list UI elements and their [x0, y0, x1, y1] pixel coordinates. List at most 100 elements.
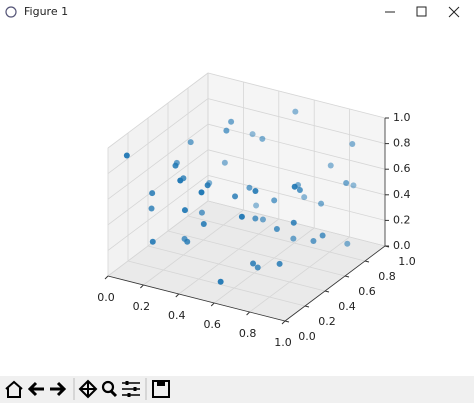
y-tick-label: 1.0: [398, 255, 416, 268]
grid-line: [107, 98, 209, 174]
title-bar: Figure 1: [5, 5, 460, 18]
toolbar-bg: [0, 376, 474, 403]
data-point: [344, 240, 351, 247]
configure-button[interactable]: [122, 382, 140, 396]
data-point: [319, 232, 326, 239]
grid-line: [213, 227, 315, 304]
home-button[interactable]: [5, 380, 23, 398]
data-point: [149, 190, 156, 197]
data-point: [184, 238, 191, 245]
data-point: [273, 225, 280, 232]
grid-line: [207, 175, 386, 221]
tick-mark: [175, 293, 180, 298]
x-tick-label: 0.2: [133, 300, 151, 313]
tick-mark: [364, 260, 370, 263]
data-point: [253, 202, 260, 209]
data-point: [198, 209, 205, 216]
data-point: [271, 197, 278, 204]
grid-line: [249, 236, 350, 313]
z-tick-label: 0.4: [393, 188, 411, 201]
y-tick-label: 0.6: [358, 285, 376, 298]
data-point: [173, 159, 180, 166]
data-point: [217, 278, 224, 285]
plot-area: 0.00.20.40.60.81.0 0.00.20.40.60.81.00.00…: [97, 72, 416, 349]
y-tick-label: 0.8: [378, 270, 396, 283]
grid-line: [107, 200, 209, 277]
data-point: [198, 189, 205, 196]
save-icon-shutter: [157, 381, 165, 386]
tick-mark: [304, 305, 310, 308]
tick-mark: [281, 320, 286, 325]
back-button[interactable]: [27, 381, 44, 397]
app-icon: [5, 6, 17, 18]
tick-mark: [246, 311, 250, 316]
data-point: [181, 207, 188, 214]
y-tick-label: 0.4: [338, 300, 356, 313]
grid-line: [187, 215, 366, 262]
data-point: [252, 215, 259, 222]
data-point: [223, 127, 230, 134]
grid-line: [143, 209, 244, 286]
data-point: [252, 188, 259, 194]
maximize-button[interactable]: [416, 6, 427, 17]
data-point: [291, 183, 298, 190]
data-point: [228, 118, 235, 125]
tick-mark: [284, 320, 290, 323]
grid-line: [178, 218, 280, 295]
y-tick-label: 0.2: [318, 315, 336, 328]
data-point: [238, 213, 245, 220]
grid-line: [107, 149, 209, 226]
grid-line: [107, 72, 209, 149]
grid-line: [207, 123, 386, 170]
y-tick-label: 0.0: [298, 330, 316, 343]
tick-mark: [104, 275, 109, 280]
data-point: [187, 139, 194, 146]
grid-line: [167, 230, 346, 277]
tick-mark: [210, 302, 215, 307]
data-point: [221, 159, 228, 166]
x-tick-label: 1.0: [274, 336, 292, 349]
z-tick-label: 1.0: [393, 111, 411, 124]
data-point: [246, 184, 253, 191]
data-point: [149, 238, 156, 245]
data-point: [177, 177, 184, 184]
data-point: [343, 180, 350, 187]
data-point: [259, 216, 266, 223]
z-tick-label: 0.2: [393, 213, 411, 226]
data-point: [350, 182, 357, 189]
data-point: [290, 219, 297, 226]
grid-line: [147, 245, 326, 292]
data-point: [232, 193, 239, 200]
data-point: [276, 260, 283, 267]
zoom-handle: [109, 389, 118, 398]
data-point: [301, 194, 308, 201]
forward-button[interactable]: [50, 381, 67, 397]
tick-mark: [140, 284, 144, 289]
tick-mark: [324, 290, 330, 293]
axis-line: [284, 245, 386, 322]
data-point: [204, 182, 211, 189]
data-point: [254, 264, 261, 271]
x-tick-label: 0.6: [203, 318, 221, 331]
data-point: [318, 200, 325, 207]
z-tick-label: 0.6: [393, 162, 411, 175]
pan-button[interactable]: [78, 379, 98, 399]
tick-mark: [344, 275, 350, 278]
x-tick-label: 0.4: [168, 309, 186, 322]
grid-line: [127, 260, 306, 307]
close-button[interactable]: [448, 6, 460, 18]
zoom-button[interactable]: [101, 380, 115, 394]
data-point: [249, 131, 256, 138]
z-tick-label: 0.0: [393, 239, 411, 252]
data-point: [148, 205, 155, 212]
grid-line: [207, 98, 386, 144]
data-point: [327, 162, 334, 169]
grid-line: [107, 175, 209, 251]
data-point: [290, 235, 297, 242]
grid-line: [107, 123, 209, 200]
window-title: Figure 1: [24, 5, 68, 18]
x-tick-label: 0.0: [97, 291, 115, 304]
data-point: [200, 221, 207, 228]
x-tick-label: 0.8: [239, 327, 257, 340]
